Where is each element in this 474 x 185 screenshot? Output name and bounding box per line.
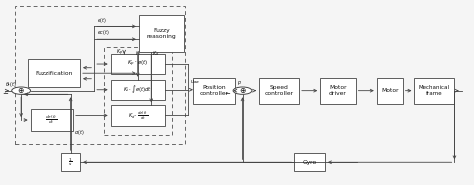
FancyBboxPatch shape [377,78,402,104]
Text: $K_i$: $K_i$ [135,49,141,58]
Text: Motor: Motor [381,88,399,93]
Text: Fuzzification: Fuzzification [36,71,73,76]
Text: $-$: $-$ [2,89,9,95]
FancyBboxPatch shape [61,153,80,171]
FancyBboxPatch shape [259,78,299,104]
Text: Speed
controller: Speed controller [264,85,293,96]
Text: $\oplus$: $\oplus$ [18,86,25,95]
Text: $\oplus$: $\oplus$ [239,86,246,95]
Text: $u_{aw}$: $u_{aw}$ [190,78,200,86]
FancyBboxPatch shape [110,80,165,100]
Text: $\alpha(t)$: $\alpha(t)$ [74,128,85,137]
Text: $K_d$: $K_d$ [152,49,160,58]
FancyBboxPatch shape [139,15,183,52]
FancyBboxPatch shape [294,153,325,171]
Text: $ec(t)$: $ec(t)$ [97,28,109,37]
FancyBboxPatch shape [193,78,236,104]
Text: $\frac{de(t)}{dt}$: $\frac{de(t)}{dt}$ [46,114,58,126]
Circle shape [233,87,252,94]
FancyBboxPatch shape [414,78,455,104]
FancyBboxPatch shape [110,54,165,74]
FancyBboxPatch shape [28,59,80,87]
Circle shape [12,87,30,94]
Text: $K_i \cdot \int e(t)dt$: $K_i \cdot \int e(t)dt$ [123,84,152,95]
Text: $K_d \cdot \frac{de(t)}{dt}$: $K_d \cdot \frac{de(t)}{dt}$ [128,109,148,122]
Text: Motor
driver: Motor driver [329,85,347,96]
Text: Position
controller: Position controller [200,85,229,96]
FancyBboxPatch shape [110,105,165,126]
Text: $K_p$: $K_p$ [116,47,123,58]
Text: $-$: $-$ [224,89,231,95]
FancyBboxPatch shape [320,78,356,104]
Text: Fuzzy
reasoning: Fuzzy reasoning [146,28,176,39]
Text: $p$: $p$ [237,79,242,87]
Text: Gyro: Gyro [302,160,317,165]
Text: $\frac{1}{s}$: $\frac{1}{s}$ [68,157,73,168]
Text: $e(t)$: $e(t)$ [97,16,107,25]
Text: Mechanical
frame: Mechanical frame [419,85,450,96]
Text: $\theta_r(t)$: $\theta_r(t)$ [5,80,17,89]
FancyBboxPatch shape [30,109,73,131]
Text: $K_p \cdot e(t)$: $K_p \cdot e(t)$ [127,59,148,69]
